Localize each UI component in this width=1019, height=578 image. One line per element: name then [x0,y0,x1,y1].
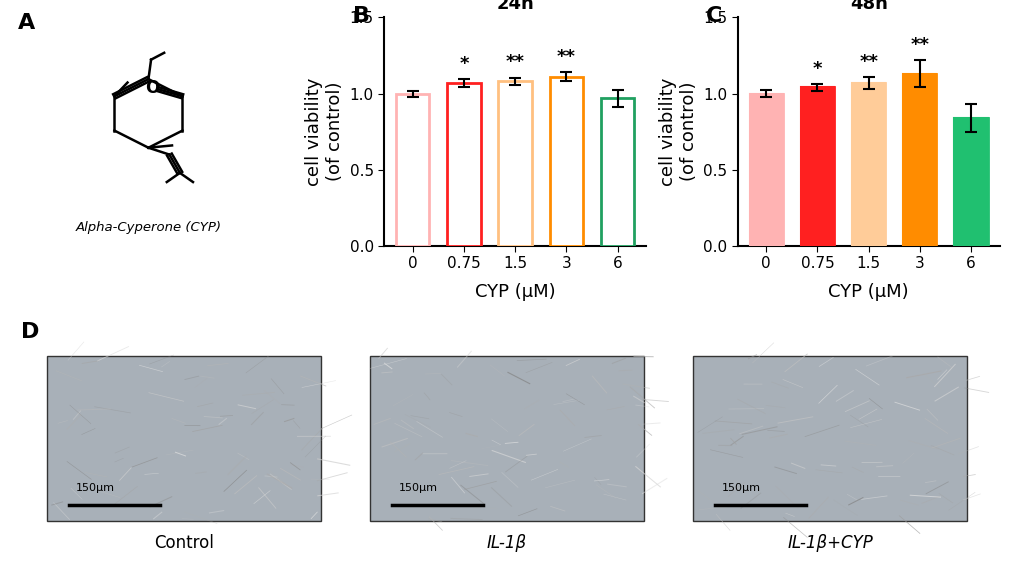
Text: **: ** [556,48,576,66]
FancyBboxPatch shape [692,356,966,521]
Bar [749,94,783,246]
Text: **: ** [505,54,524,72]
Text: D: D [20,321,40,342]
Text: 150μm: 150μm [75,483,115,493]
Bar [800,87,834,246]
X-axis label: CYP (μM): CYP (μM) [827,283,908,301]
Text: **: ** [858,53,877,71]
Title: 24h: 24h [495,0,534,13]
Text: A: A [17,13,35,33]
Text: B: B [353,6,369,26]
FancyBboxPatch shape [370,356,644,521]
X-axis label: CYP (μM): CYP (μM) [474,283,555,301]
Text: IL-1β: IL-1β [486,535,527,553]
Text: C: C [705,6,721,26]
Bar [498,81,531,246]
Bar [549,77,583,246]
Text: 150μm: 150μm [398,483,437,493]
Bar [954,118,986,246]
Bar [446,83,480,246]
Bar [954,118,986,246]
Bar [903,74,935,246]
Text: IL-1β+CYP: IL-1β+CYP [787,535,872,553]
FancyBboxPatch shape [47,356,321,521]
Bar [851,83,884,246]
Text: 150μm: 150μm [721,483,760,493]
Text: Control: Control [154,535,214,553]
Bar [395,94,429,246]
Y-axis label: cell viability
(of control): cell viability (of control) [658,77,697,186]
Title: 48h: 48h [849,0,887,13]
Bar [600,98,634,246]
Text: **: ** [910,36,928,54]
Text: Alpha-Cyperone (CYP): Alpha-Cyperone (CYP) [75,221,221,234]
Bar [851,83,884,246]
Text: O: O [145,79,159,97]
Text: *: * [459,55,468,73]
Bar [749,94,783,246]
Bar [800,87,834,246]
Text: *: * [812,60,821,77]
Bar [903,74,935,246]
Y-axis label: cell viability
(of control): cell viability (of control) [305,77,343,186]
